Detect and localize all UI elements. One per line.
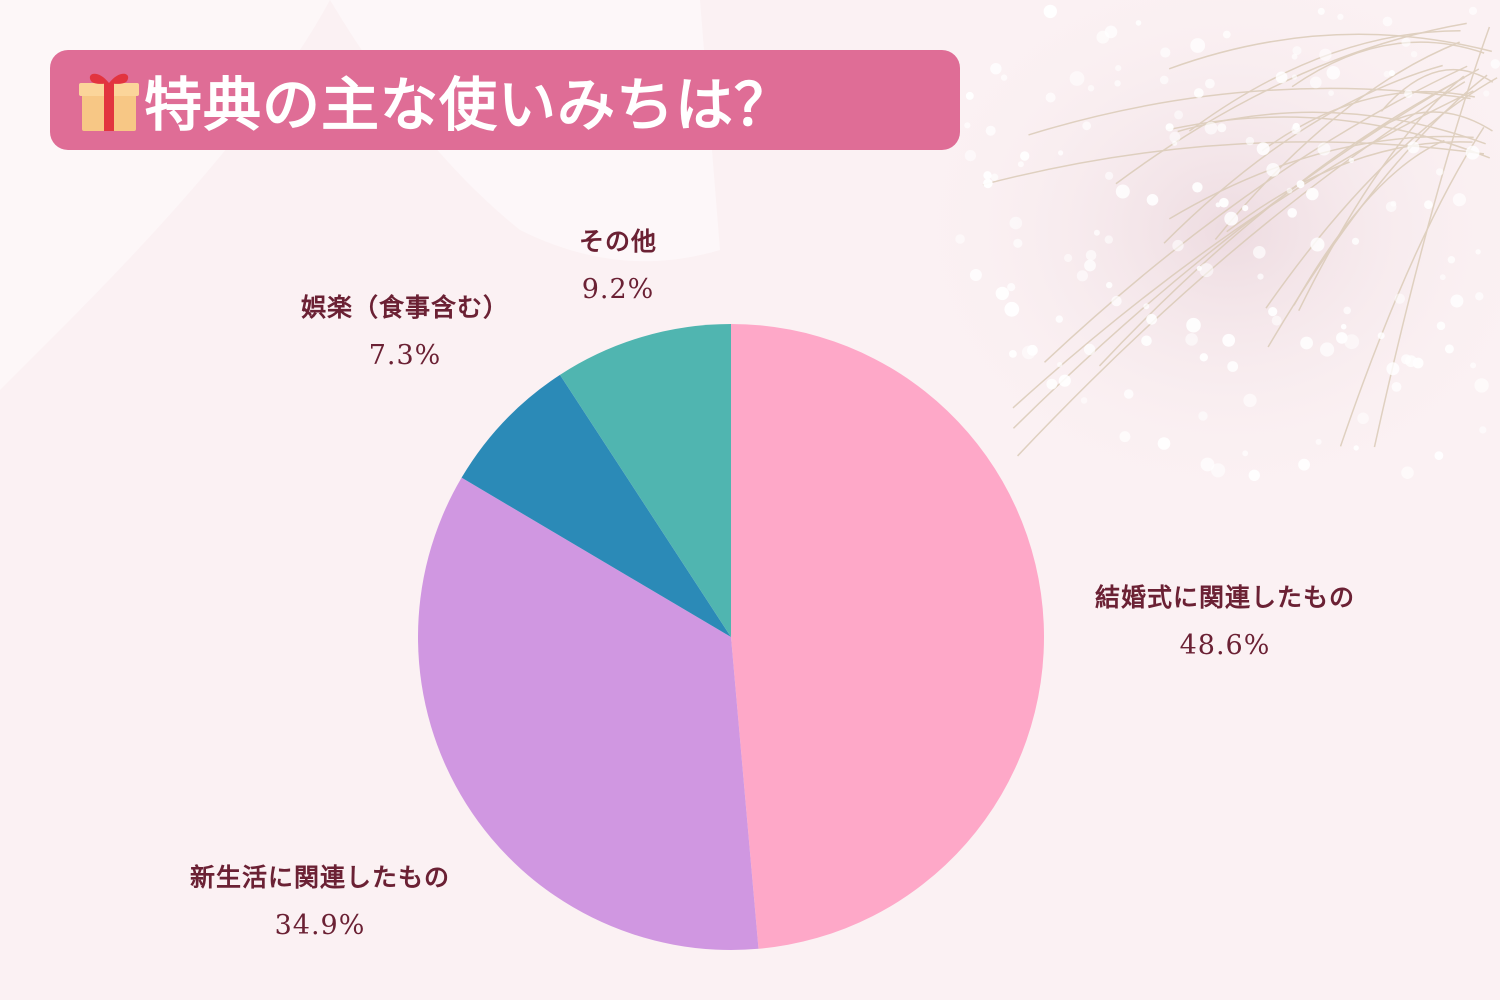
- label-wedding-value: 48.6%: [1179, 630, 1271, 661]
- slice-other: [559, 324, 731, 637]
- label-other-value: 9.2%: [581, 274, 655, 305]
- label-wedding: 結婚式に関連したもの 48.6%: [1060, 578, 1390, 661]
- label-other-name: その他: [578, 227, 657, 256]
- label-entertainment: 娯楽（食事含む） 7.3%: [240, 288, 570, 371]
- label-entertainment-value: 7.3%: [368, 340, 442, 371]
- label-new-life-value: 34.9%: [274, 910, 366, 941]
- slice-wedding: [731, 324, 1045, 949]
- label-new-life: 新生活に関連したもの 34.9%: [150, 858, 490, 941]
- title-banner: 特典の主な使いみちは？: [50, 50, 960, 150]
- label-other: その他 9.2%: [518, 222, 718, 305]
- chart-title: 特典の主な使いみちは？: [144, 71, 794, 139]
- label-new-life-name: 新生活に関連したもの: [189, 863, 450, 892]
- label-entertainment-name: 娯楽（食事含む）: [300, 293, 509, 322]
- slice-entertainment: [461, 374, 731, 637]
- label-wedding-name: 結婚式に関連したもの: [1094, 583, 1355, 612]
- gift-icon: [79, 73, 139, 131]
- slice-new-life: [418, 477, 759, 951]
